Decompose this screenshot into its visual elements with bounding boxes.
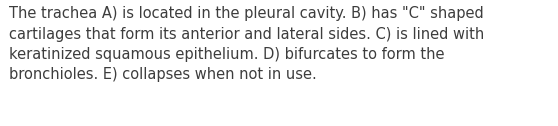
Text: The trachea A) is located in the pleural cavity. B) has "C" shaped
cartilages th: The trachea A) is located in the pleural…: [9, 6, 484, 83]
